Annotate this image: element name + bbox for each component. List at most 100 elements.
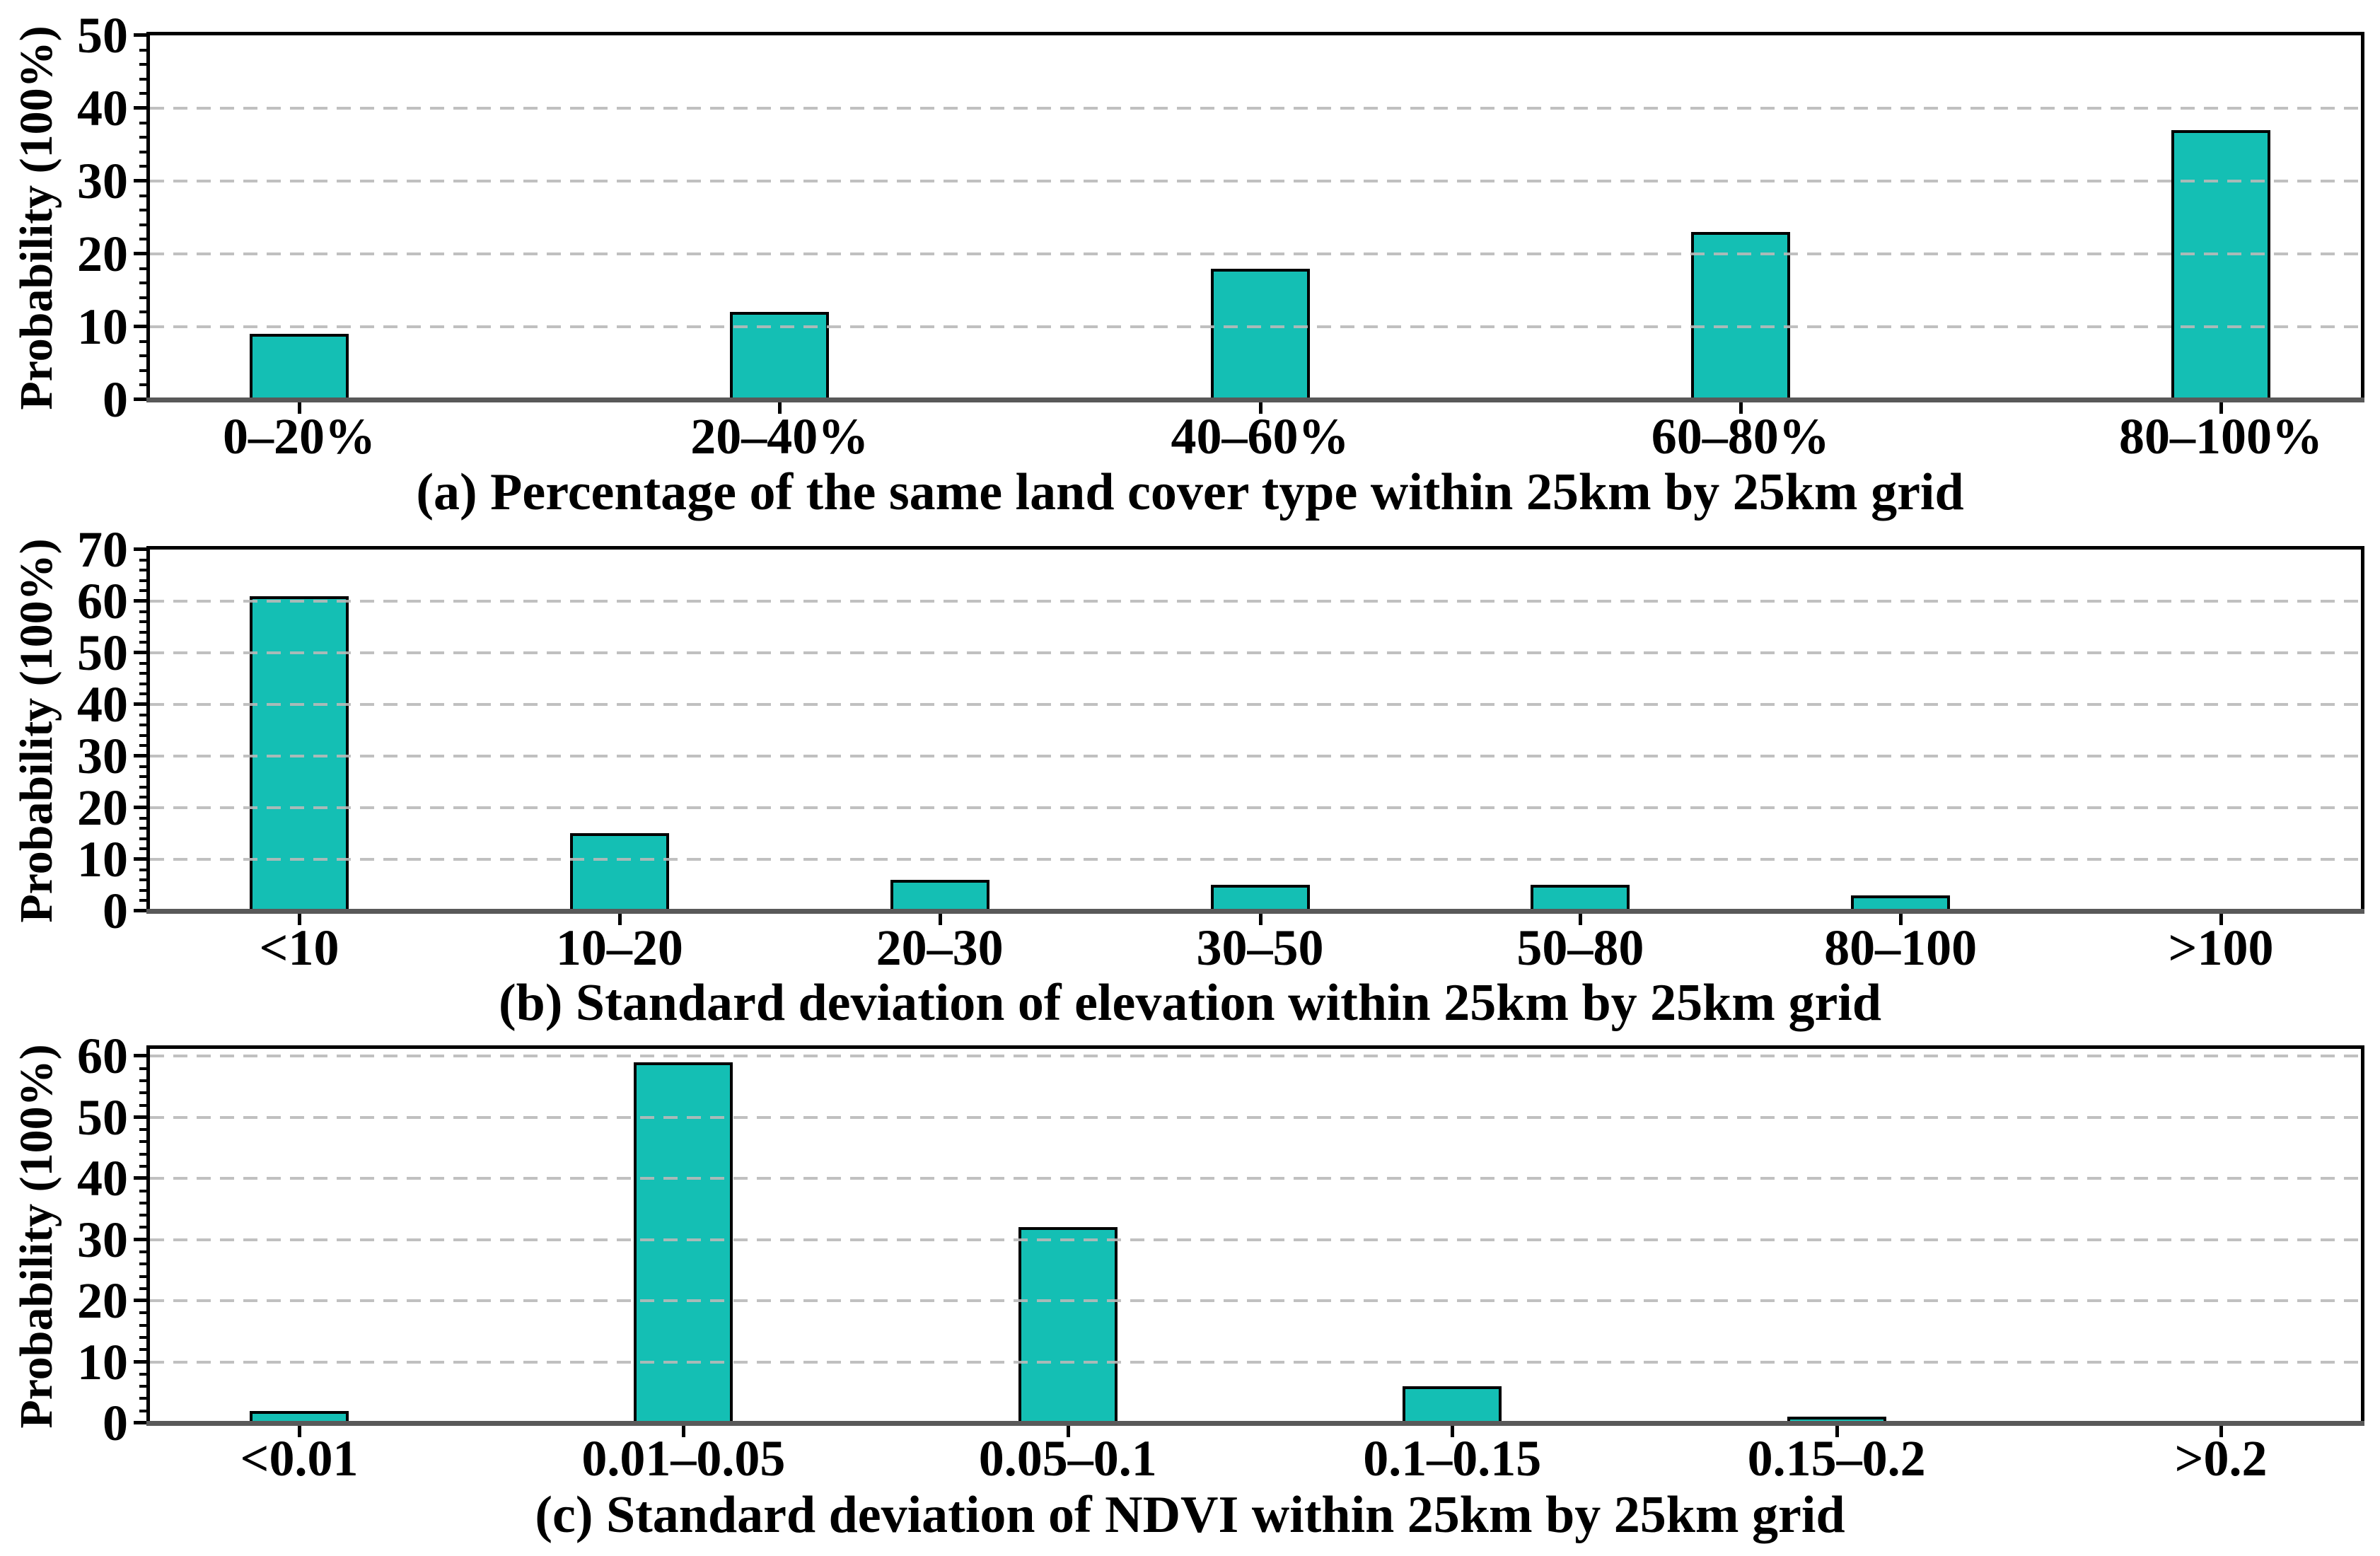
y-tick-label: 30 <box>77 1211 128 1268</box>
y-axis-minor-tick <box>139 267 146 270</box>
x-axis-tick <box>298 402 301 414</box>
x-axis-line <box>146 909 2364 914</box>
y-axis-tick <box>134 33 146 37</box>
y-axis-minor-tick <box>139 579 146 582</box>
y-axis-minor-tick <box>139 238 146 241</box>
y-axis-minor-tick <box>139 692 146 696</box>
x-axis-tick <box>778 402 782 414</box>
x-tick-label: 80–100% <box>2119 408 2323 465</box>
y-axis-minor-tick <box>139 1079 146 1082</box>
y-axis-tick <box>134 702 146 706</box>
y-axis-minor-tick <box>139 899 146 902</box>
y-axis-minor-tick <box>139 1250 146 1253</box>
x-axis-tick <box>938 914 942 925</box>
y-axis-minor-tick <box>139 1128 146 1132</box>
y-tick-label: 30 <box>77 153 128 209</box>
y-axis-tick <box>134 325 146 328</box>
y-axis-minor-tick <box>139 383 146 387</box>
x-tick-label: 80–100 <box>1824 919 1978 976</box>
y-axis-minor-tick <box>139 368 146 372</box>
bar-0.05–0.1 <box>1018 1227 1118 1423</box>
y-axis-minor-tick <box>139 630 146 634</box>
y-axis-minor-tick <box>139 733 146 737</box>
y-axis-minor-tick <box>139 1409 146 1412</box>
gridline-30 <box>150 1238 2361 1241</box>
y-axis-tick <box>134 1054 146 1058</box>
x-axis-tick <box>1258 402 1262 414</box>
y-axis-minor-tick <box>139 868 146 871</box>
gridline-40 <box>150 703 2361 706</box>
y-tick-label: 50 <box>77 1088 128 1146</box>
y-axis-minor-tick <box>139 1214 146 1217</box>
y-axis-tick <box>134 1299 146 1303</box>
bar-<10 <box>250 596 349 911</box>
y-axis-minor-tick <box>139 775 146 779</box>
bar-<0.01 <box>250 1411 349 1423</box>
x-axis-tick <box>1835 1426 1839 1437</box>
x-axis-line <box>146 1421 2364 1426</box>
y-tick-label: 10 <box>77 298 128 355</box>
x-axis-tick <box>682 1426 686 1437</box>
y-axis-minor-tick <box>139 641 146 644</box>
y-axis-minor-tick <box>139 878 146 882</box>
y-axis-tick <box>134 106 146 110</box>
gridline-20 <box>150 252 2361 255</box>
y-axis-tick <box>134 651 146 654</box>
y-axis-tick <box>134 1237 146 1241</box>
gridline-20 <box>150 1299 2361 1303</box>
y-axis-tick <box>134 754 146 757</box>
y-tick-label: 50 <box>77 625 128 681</box>
y-axis-minor-tick <box>139 63 146 66</box>
x-axis-tick <box>298 914 301 925</box>
y-axis-minor-tick <box>139 1335 146 1339</box>
y-tick-label: 20 <box>77 779 128 836</box>
x-tick-label: <0.01 <box>240 1430 359 1487</box>
y-axis-minor-tick <box>139 296 146 299</box>
y-axis-minor-tick <box>139 194 146 197</box>
y-axis-minor-tick <box>139 1262 146 1266</box>
y-axis-tick <box>134 806 146 809</box>
gridline-40 <box>150 1177 2361 1180</box>
bar-30–50 <box>1210 885 1310 911</box>
x-tick-label: 0.01–0.05 <box>581 1430 786 1487</box>
y-axis-minor-tick <box>139 209 146 212</box>
y-axis-minor-tick <box>139 620 146 624</box>
plot-left-spine <box>146 1045 150 1423</box>
gridline-40 <box>150 107 2361 110</box>
y-axis-label: Probability (100%) <box>11 1043 62 1429</box>
gridline-20 <box>150 806 2361 809</box>
bar-60–80% <box>1690 232 1790 400</box>
bar-0.15–0.2 <box>1787 1417 1886 1423</box>
y-axis-minor-tick <box>139 744 146 748</box>
y-axis-label: Probability (100%) <box>11 25 62 410</box>
x-tick-label: 60–80% <box>1651 408 1830 465</box>
y-axis-tick <box>134 909 146 912</box>
y-tick-label: 10 <box>77 1333 128 1390</box>
y-axis-minor-tick <box>139 310 146 314</box>
bar-10–20 <box>569 833 669 911</box>
y-tick-label: 60 <box>77 573 128 629</box>
x-axis-tick <box>2219 1426 2223 1437</box>
y-tick-label: 0 <box>103 371 128 428</box>
y-axis-minor-tick <box>139 1372 146 1376</box>
y-axis-minor-tick <box>139 1091 146 1095</box>
y-axis-tick <box>134 179 146 182</box>
y-tick-label: 50 <box>77 7 128 64</box>
y-axis-label: Probability (100%) <box>11 538 62 923</box>
chart-caption-c: (c) Standard deviation of NDVI within 25… <box>535 1486 1845 1544</box>
x-axis-tick <box>2219 402 2223 414</box>
y-axis-minor-tick <box>139 136 146 139</box>
y-axis-minor-tick <box>139 724 146 727</box>
x-tick-label: 0.05–0.1 <box>978 1430 1157 1487</box>
x-tick-label: 50–80 <box>1516 919 1644 976</box>
y-axis-minor-tick <box>139 92 146 95</box>
x-tick-label: 30–50 <box>1196 919 1324 976</box>
gridline-60 <box>150 1055 2361 1058</box>
y-axis-minor-tick <box>139 610 146 613</box>
y-axis-minor-tick <box>139 1067 146 1070</box>
gridline-60 <box>150 600 2361 603</box>
y-axis-minor-tick <box>139 150 146 153</box>
plot-top-spine <box>146 1045 2364 1049</box>
bar-0.1–0.15 <box>1403 1386 1502 1423</box>
x-axis-tick <box>298 1426 301 1437</box>
